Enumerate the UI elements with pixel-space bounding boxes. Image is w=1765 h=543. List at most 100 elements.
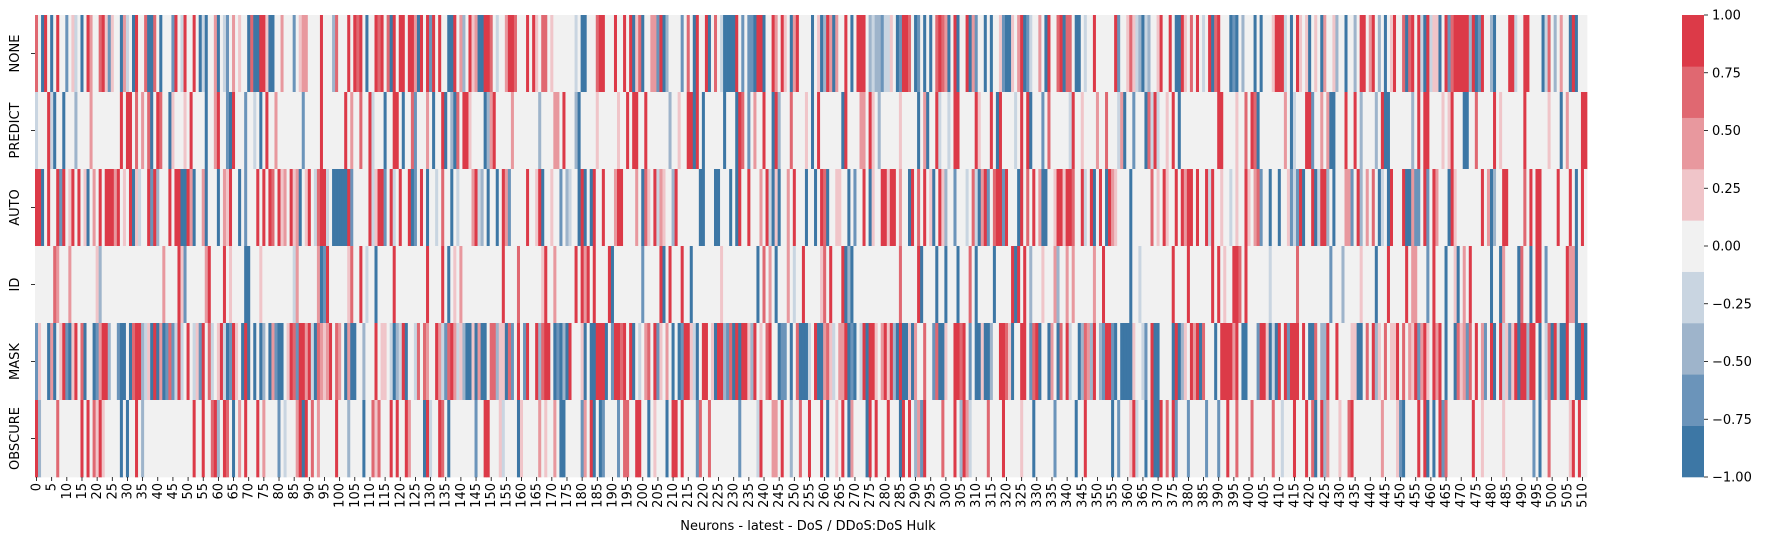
heatmap-cell [1432,92,1436,170]
heatmap-cell [1335,92,1339,170]
heatmap-cell [1168,400,1173,478]
heatmap-cell [392,92,397,170]
x-tick-label: 80 [272,483,287,500]
heatmap-cell [1159,323,1163,401]
heatmap-cell [504,169,509,247]
heatmap-cell [326,169,330,247]
heatmap-cell [841,323,845,401]
heatmap-cell [1105,323,1109,401]
heatmap-cell [938,323,942,401]
heatmap-cell [941,400,945,478]
heatmap-cell [553,400,557,478]
heatmap-cell [559,15,563,93]
heatmap-cell [107,169,112,247]
heatmap-cell [1035,15,1039,93]
heatmap-cell [356,246,360,324]
heatmap-cell [486,400,491,478]
heatmap-cell [322,169,327,247]
heatmap-cell [119,15,124,93]
heatmap-cell [450,323,454,401]
heatmap-cell [1329,92,1333,170]
heatmap-cell [1123,323,1127,401]
heatmap-cell [792,323,797,401]
heatmap-cell [1408,15,1412,93]
heatmap-cell [410,323,415,401]
heatmap-cell [1005,15,1009,93]
heatmap-cell [119,169,124,247]
heatmap-cell [162,400,166,478]
heatmap-cell [771,92,775,170]
heatmap-cell [1059,15,1063,93]
heatmap-cell [992,169,997,247]
heatmap-cell [74,15,78,93]
heatmap-cell [971,323,976,401]
heatmap-cell [495,15,500,93]
heatmap-cell [1108,169,1112,247]
heatmap-cell [1123,169,1127,247]
heatmap-cell [771,246,775,324]
heatmap-cells [35,15,1588,478]
heatmap-cell [222,246,227,324]
heatmap-cell [686,246,691,324]
heatmap-cell [86,246,90,324]
heatmap-cell [374,15,378,93]
heatmap-cell [710,400,715,478]
heatmap-cell [826,169,830,247]
heatmap-cell [510,323,515,401]
heatmap-cell [341,323,345,401]
heatmap-cell [738,400,742,478]
heatmap-cell [992,246,997,324]
heatmap-cell [71,400,75,478]
heatmap-cell [1332,323,1336,401]
heatmap-cell [998,400,1003,478]
x-tick-label: 475 [1469,483,1484,508]
heatmap-cell [256,323,260,401]
heatmap-cell [729,15,733,93]
heatmap-cell [659,92,663,170]
heatmap-cell [435,323,439,401]
heatmap-cell [1271,92,1276,170]
heatmap-cell [74,246,78,324]
heatmap-cell [553,246,557,324]
heatmap-cell [932,400,936,478]
heatmap-cell [726,400,730,478]
heatmap-cell [141,92,145,170]
heatmap-cell [62,246,66,324]
heatmap-cell [747,15,751,93]
heatmap-cell [1499,400,1503,478]
heatmap-cell [453,400,457,478]
x-axis-label: Neurons - latest - DoS / DDoS:DoS Hulk [680,519,936,534]
heatmap-cell [38,246,42,324]
x-tick-label: 455 [1409,483,1424,508]
heatmap-cell [1350,246,1354,324]
heatmap-cell [992,323,997,401]
heatmap-cell [295,246,300,324]
heatmap-cell [1353,15,1357,93]
heatmap-cell [904,15,909,93]
heatmap-cell [1477,15,1482,93]
heatmap-cell [550,15,554,93]
heatmap-cell [638,323,642,401]
heatmap-cell [1514,246,1518,324]
heatmap-cell [107,400,112,478]
heatmap-cell [195,246,200,324]
heatmap-cell [707,400,712,478]
x-tick-label: 485 [1500,483,1515,508]
heatmap-cell [989,15,994,93]
heatmap-cell [526,92,530,170]
heatmap-cell [195,169,200,247]
heatmap-cell [1138,246,1142,324]
heatmap-cell [310,323,315,401]
heatmap-cell [1541,323,1545,401]
heatmap-cell [620,400,624,478]
heatmap-cell [1429,246,1433,324]
heatmap-cell [992,92,997,170]
heatmap-cell [204,323,209,401]
heatmap-cell [1205,15,1209,93]
heatmap-cell [1162,400,1167,478]
heatmap-cell [101,246,106,324]
heatmap-cell [923,15,927,93]
heatmap-cell [656,92,660,170]
heatmap-cell [844,246,848,324]
heatmap-cell [292,246,297,324]
